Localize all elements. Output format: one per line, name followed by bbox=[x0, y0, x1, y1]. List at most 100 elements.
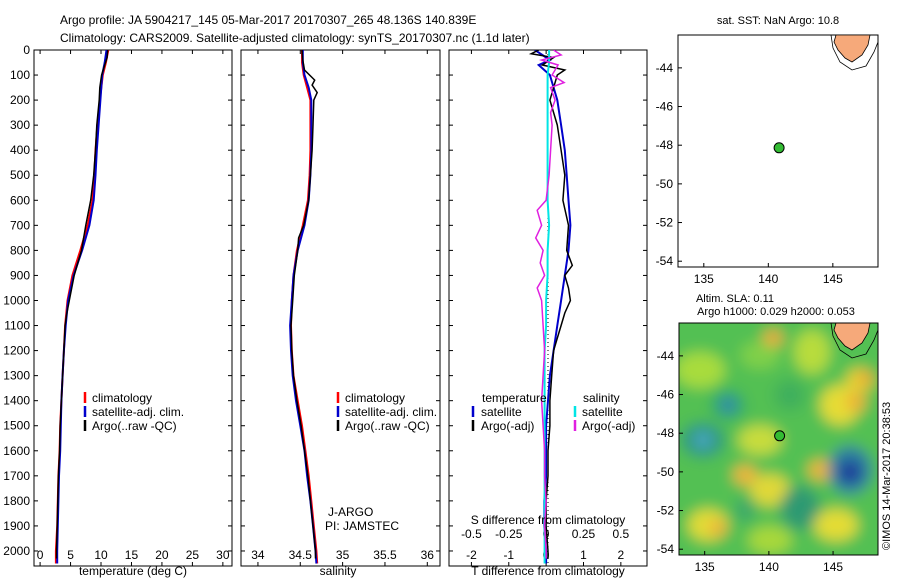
x-tick-label: -2 bbox=[466, 548, 477, 562]
depth-tick-label: 200 bbox=[10, 93, 30, 107]
sal-legend-clim: climatology bbox=[345, 391, 405, 405]
diff-legend-title-sal: salinity bbox=[583, 391, 620, 405]
salinity-x-ticks: 34 34.5 35 35.5 36 bbox=[251, 50, 434, 566]
x-tick-label: 25 bbox=[186, 548, 200, 562]
diff-legend-ssat: satellite bbox=[582, 405, 623, 419]
lon-tick-label: 140 bbox=[759, 560, 779, 574]
lat-tick-label: -54 bbox=[657, 542, 675, 556]
x-tick-label: 35.5 bbox=[373, 548, 397, 562]
x-tick-label: 15 bbox=[125, 548, 139, 562]
figure-title-line2: Climatology: CARS2009. Satellite-adjuste… bbox=[60, 31, 530, 45]
temp-legend-clim: climatology bbox=[92, 391, 152, 405]
lon-tick-label: 145 bbox=[823, 272, 843, 286]
lat-tick-label: -48 bbox=[657, 426, 675, 440]
diff-legend-sargo: Argo(-adj) bbox=[582, 419, 635, 433]
depth-tick-label: 1100 bbox=[4, 319, 30, 333]
difference-depth-ticks bbox=[449, 49, 647, 552]
float-position-marker bbox=[773, 142, 785, 154]
depth-tick-label: 1800 bbox=[3, 494, 30, 508]
temp-legend-sat: satellite-adj. clim. bbox=[92, 405, 184, 419]
x-tick-label: 5 bbox=[67, 548, 74, 562]
x-tick-label: 0.5 bbox=[613, 527, 630, 541]
temperature-depth-ticks: 0 100 200 300 400 500 600 700 800 900 1000 1100 1200… bbox=[3, 43, 232, 558]
x-tick-label: 20 bbox=[155, 548, 169, 562]
depth-tick-label: 700 bbox=[10, 218, 30, 232]
x-tick-label: 0.25 bbox=[572, 527, 596, 541]
depth-tick-label: 1900 bbox=[3, 519, 30, 533]
sst-map-lon-ticks: 135 140 145 bbox=[694, 263, 843, 286]
altimetry-map-subtitle: Argo h1000: 0.029 h2000: 0.053 bbox=[697, 306, 855, 318]
lat-tick-label: -54 bbox=[656, 254, 674, 268]
temperature-axes-frame bbox=[33, 49, 233, 567]
altimetry-map-lat-ticks: -44 -46 -48 -50 -52 -54 bbox=[657, 349, 683, 556]
sst-map-lat-ticks: -44 -46 -48 -50 -52 -54 bbox=[656, 61, 682, 268]
x-tick-label: 34 bbox=[251, 548, 265, 562]
sal-legend-sat: satellite-adj. clim. bbox=[345, 405, 437, 419]
float-program-label: J-ARGO bbox=[328, 505, 373, 519]
x-tick-label: 34.5 bbox=[289, 548, 313, 562]
depth-tick-label: 1000 bbox=[3, 293, 30, 307]
depth-tick-label: 400 bbox=[10, 143, 30, 157]
salinity-xlabel: salinity bbox=[320, 564, 357, 578]
lat-tick-label: -52 bbox=[656, 216, 674, 230]
lon-tick-label: 135 bbox=[695, 560, 715, 574]
lon-tick-label: 140 bbox=[758, 272, 778, 286]
depth-tick-label: 1400 bbox=[3, 394, 30, 408]
sal-legend-argo: Argo(..raw -QC) bbox=[345, 419, 430, 433]
depth-tick-label: 1300 bbox=[3, 369, 30, 383]
figure-title-line1: Argo profile: JA 5904217_145 05-Mar-2017… bbox=[60, 13, 476, 27]
difference-panel: -2 -1 0 1 2 -0.5 -0.25 0 0.25 0.5 temperature sa… bbox=[448, 49, 648, 578]
sla-heatmap bbox=[679, 323, 878, 555]
temperature-legend: climatology satellite-adj. clim. Argo(..… bbox=[83, 391, 184, 433]
salinity-argo-diff-line bbox=[534, 50, 566, 559]
lon-tick-label: 135 bbox=[694, 272, 714, 286]
x-tick-label: 2 bbox=[618, 548, 625, 562]
depth-tick-label: 2000 bbox=[3, 544, 30, 558]
x-tick-label: 1 bbox=[580, 548, 587, 562]
difference-s-ticks: -0.5 -0.25 0 0.25 0.5 bbox=[461, 527, 629, 541]
salinity-depth-ticks bbox=[241, 49, 440, 552]
lon-tick-label: 145 bbox=[823, 560, 843, 574]
altimetry-map-title: Altim. SLA: 0.11 bbox=[696, 293, 774, 305]
salinity-axes-frame bbox=[240, 49, 441, 567]
depth-tick-label: 900 bbox=[10, 268, 30, 282]
lat-tick-label: -46 bbox=[657, 388, 675, 402]
temperature-argo-diff-line bbox=[528, 50, 574, 559]
lat-tick-label: -52 bbox=[657, 504, 675, 518]
salinity-panel: 34 34.5 35 35.5 36 climatology satellite-adj… bbox=[240, 49, 441, 578]
sst-map-panel: sat. SST: NaN Argo: 10.8 135 140 145 -44-4… bbox=[656, 15, 879, 286]
altimetry-map-panel: Altim. SLA: 0.11 Argo h1000: 0.029 h2000… bbox=[657, 293, 879, 574]
float-pi-label: PI: JAMSTEC bbox=[325, 519, 399, 533]
x-tick-label: -0.25 bbox=[495, 527, 523, 541]
x-tick-label: -0.5 bbox=[461, 527, 482, 541]
imos-credit: ©IMOS 14-Mar-2017 20:38:53 bbox=[881, 402, 893, 550]
tasmania-land-2 bbox=[833, 323, 871, 351]
depth-tick-label: 0 bbox=[23, 43, 30, 57]
x-tick-label: 35 bbox=[336, 548, 350, 562]
salinity-argo-line bbox=[290, 50, 319, 559]
shelf-contour bbox=[830, 35, 878, 71]
lat-tick-label: -50 bbox=[656, 177, 674, 191]
temperature-x-ticks: 0 5 10 15 20 25 30 bbox=[37, 50, 230, 566]
salinity-legend: climatology satellite-adj. clim. Argo(..… bbox=[336, 391, 437, 433]
temperature-panel: 0100200300400500600700800900100011001200… bbox=[3, 43, 233, 578]
depth-tick-label: 100 bbox=[10, 68, 30, 82]
lat-tick-label: -44 bbox=[657, 349, 675, 363]
depth-tick-label: 300 bbox=[10, 118, 30, 132]
lat-tick-label: -48 bbox=[656, 138, 674, 152]
depth-tick-label: 1600 bbox=[3, 444, 30, 458]
temp-legend-argo: Argo(..raw -QC) bbox=[92, 419, 177, 433]
depth-tick-label: 1200 bbox=[3, 344, 30, 358]
x-tick-label: 0 bbox=[37, 548, 44, 562]
altimetry-map-lon-ticks: 135 140 145 bbox=[695, 551, 843, 574]
t-difference-label: T difference from climatology bbox=[471, 564, 625, 578]
depth-tick-label: 500 bbox=[10, 168, 30, 182]
diff-legend-targo: Argo(-adj) bbox=[481, 419, 534, 433]
diff-legend-title-temp: temperature bbox=[482, 391, 547, 405]
x-tick-label: 10 bbox=[94, 548, 108, 562]
x-tick-label: 36 bbox=[421, 548, 435, 562]
tasmania-land bbox=[833, 35, 871, 63]
lat-tick-label: -46 bbox=[656, 100, 674, 114]
depth-tick-label: 600 bbox=[10, 193, 30, 207]
